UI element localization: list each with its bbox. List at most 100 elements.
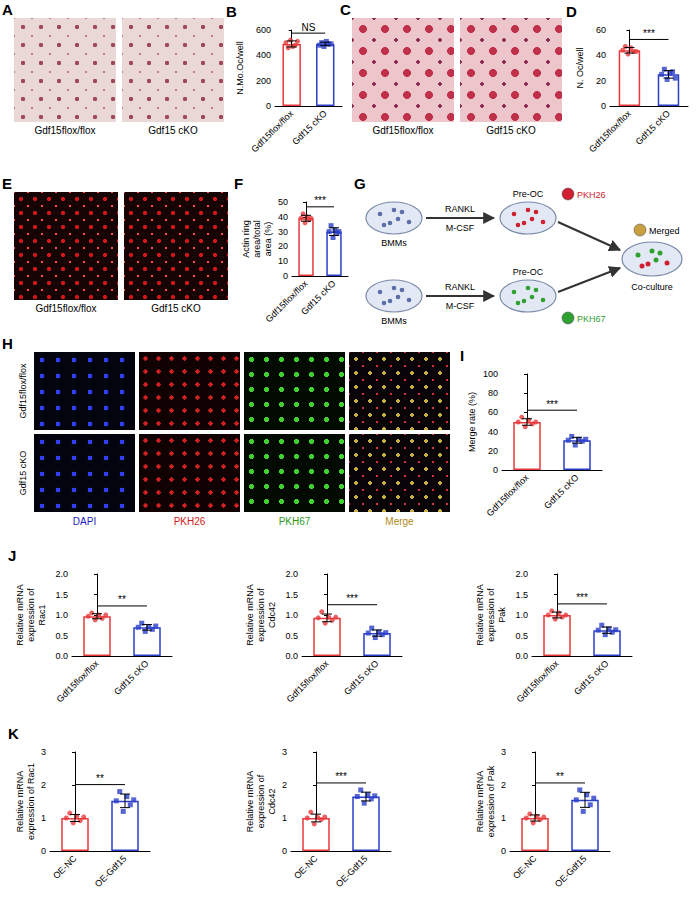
svg-text:0.5: 0.5 xyxy=(55,631,68,641)
svg-text:20: 20 xyxy=(596,76,606,86)
svg-text:2: 2 xyxy=(501,780,506,790)
svg-text:expression of Pak: expression of Pak xyxy=(486,765,496,837)
svg-text:Actin ring: Actin ring xyxy=(241,220,251,258)
svg-text:Relative mRNA: Relative mRNA xyxy=(15,771,25,833)
svg-text:0: 0 xyxy=(282,846,287,856)
svg-text:PKH26: PKH26 xyxy=(577,190,606,200)
svg-text:Relative mRNA: Relative mRNA xyxy=(475,584,485,646)
svg-text:M-CSF: M-CSF xyxy=(446,223,475,233)
svg-text:60: 60 xyxy=(488,407,498,417)
svg-text:Gdf15flox/flox: Gdf15flox/flox xyxy=(485,472,531,518)
svg-text:OE-NC: OE-NC xyxy=(51,853,79,881)
svg-text:200: 200 xyxy=(256,76,271,86)
svg-text:2.0: 2.0 xyxy=(55,569,68,579)
svg-text:40: 40 xyxy=(596,50,606,60)
svg-text:Gdf15 cKO: Gdf15 cKO xyxy=(112,658,151,697)
svg-text:N. Oc/well: N. Oc/well xyxy=(575,47,585,88)
svg-text:Pre-OC: Pre-OC xyxy=(513,189,544,199)
svg-text:***: *** xyxy=(346,593,358,604)
svg-text:2.0: 2.0 xyxy=(515,569,528,579)
svg-text:1.5: 1.5 xyxy=(285,590,298,600)
svg-text:Co-culture: Co-culture xyxy=(631,282,673,292)
svg-text:PKH67: PKH67 xyxy=(577,314,606,324)
svg-text:BMMs: BMMs xyxy=(381,316,407,326)
svg-text:3: 3 xyxy=(41,747,46,757)
svg-text:3: 3 xyxy=(501,747,506,757)
svg-text:0: 0 xyxy=(41,846,46,856)
svg-text:0.5: 0.5 xyxy=(515,631,528,641)
svg-text:NS: NS xyxy=(302,22,316,33)
svg-text:1.0: 1.0 xyxy=(285,610,298,620)
svg-text:***: *** xyxy=(576,592,588,603)
svg-text:M-CSF: M-CSF xyxy=(446,301,475,311)
svg-text:Gdf15flox/flox: Gdf15flox/flox xyxy=(285,658,331,704)
svg-text:Relative mRNA: Relative mRNA xyxy=(15,584,25,646)
svg-text:0.0: 0.0 xyxy=(55,651,68,661)
svg-text:1.0: 1.0 xyxy=(515,610,528,620)
svg-text:50: 50 xyxy=(278,197,288,207)
svg-text:0.0: 0.0 xyxy=(285,651,298,661)
svg-text:600: 600 xyxy=(256,25,271,35)
svg-text:400: 400 xyxy=(256,50,271,60)
svg-text:1.5: 1.5 xyxy=(515,590,528,600)
svg-text:expression of: expression of xyxy=(26,588,36,642)
svg-text:Gdf15 cKO: Gdf15 cKO xyxy=(542,472,581,511)
svg-text:area (%): area (%) xyxy=(263,222,273,257)
svg-text:0: 0 xyxy=(266,101,271,111)
svg-text:Gdf15 cKO: Gdf15 cKO xyxy=(634,108,673,147)
svg-text:0: 0 xyxy=(501,846,506,856)
svg-text:2: 2 xyxy=(282,780,287,790)
svg-text:**: ** xyxy=(556,771,564,782)
svg-text:expression of Rac1: expression of Rac1 xyxy=(26,763,36,840)
svg-text:10: 10 xyxy=(278,256,288,266)
svg-text:Relative mRNA: Relative mRNA xyxy=(245,584,255,646)
svg-text:N.Mo.Oc/well: N.Mo.Oc/well xyxy=(235,41,245,95)
svg-text:**: ** xyxy=(96,773,104,784)
svg-text:100: 100 xyxy=(483,369,498,379)
svg-text:Pak: Pak xyxy=(497,607,507,623)
svg-text:1: 1 xyxy=(282,813,287,823)
svg-text:1: 1 xyxy=(41,813,46,823)
svg-text:expression of: expression of xyxy=(486,588,496,642)
svg-text:expression of: expression of xyxy=(256,588,266,642)
svg-text:Rac1: Rac1 xyxy=(37,604,47,625)
svg-text:1: 1 xyxy=(501,813,506,823)
svg-text:2: 2 xyxy=(41,780,46,790)
svg-text:Pre-OC: Pre-OC xyxy=(513,267,544,277)
svg-text:40: 40 xyxy=(278,212,288,222)
svg-text:Merge rate (%): Merge rate (%) xyxy=(467,392,477,452)
svg-text:Gdf15 cKO: Gdf15 cKO xyxy=(299,278,338,317)
svg-text:***: *** xyxy=(314,195,326,206)
svg-text:area/total: area/total xyxy=(252,220,262,258)
svg-text:OE-NC: OE-NC xyxy=(511,853,539,881)
svg-text:**: ** xyxy=(118,594,126,605)
svg-text:OE-Gdf15: OE-Gdf15 xyxy=(93,853,129,889)
svg-text:Merged: Merged xyxy=(649,226,680,236)
svg-text:80: 80 xyxy=(488,388,498,398)
svg-text:expression of: expression of xyxy=(256,774,266,828)
svg-text:1.5: 1.5 xyxy=(55,590,68,600)
svg-text:Cdc42: Cdc42 xyxy=(267,788,277,814)
svg-text:Relative mRNA: Relative mRNA xyxy=(245,771,255,833)
svg-text:Gdf15 cKO: Gdf15 cKO xyxy=(342,658,381,697)
svg-text:Gdf15flox/flox: Gdf15flox/flox xyxy=(264,278,310,324)
svg-text:RANKL: RANKL xyxy=(445,282,475,292)
svg-text:***: *** xyxy=(643,28,655,39)
svg-text:BMMs: BMMs xyxy=(381,238,407,248)
svg-text:30: 30 xyxy=(278,227,288,237)
svg-text:Gdf15flox/flox: Gdf15flox/flox xyxy=(587,108,633,154)
svg-text:OE-Gdf15: OE-Gdf15 xyxy=(334,853,370,889)
svg-text:OE-Gdf15: OE-Gdf15 xyxy=(553,853,589,889)
svg-text:0: 0 xyxy=(283,271,288,281)
svg-text:Gdf15flox/flox: Gdf15flox/flox xyxy=(515,658,561,704)
svg-text:Cdc42: Cdc42 xyxy=(267,602,277,628)
svg-text:60: 60 xyxy=(596,25,606,35)
svg-text:0: 0 xyxy=(493,465,498,475)
svg-text:***: *** xyxy=(546,399,558,410)
svg-text:OE-NC: OE-NC xyxy=(292,853,320,881)
svg-text:Gdf15 cKO: Gdf15 cKO xyxy=(290,108,329,147)
svg-text:1.0: 1.0 xyxy=(55,610,68,620)
svg-text:3: 3 xyxy=(282,747,287,757)
svg-text:Gdf15flox/flox: Gdf15flox/flox xyxy=(55,658,101,704)
svg-text:0: 0 xyxy=(601,101,606,111)
